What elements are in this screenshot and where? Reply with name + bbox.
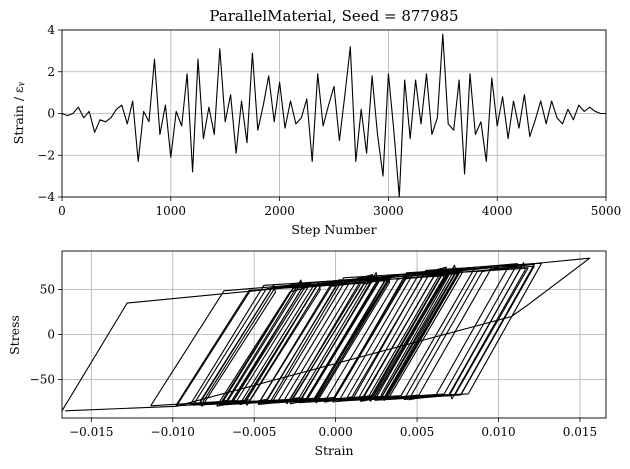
strain-history-xtick-label: 3000 — [373, 204, 404, 218]
hysteresis-panel: −0.015 −0.010 −0.005 0.000 0.005 0.010 0.015 −5… — [7, 250, 607, 458]
y-axis-label-stress: Stress — [7, 315, 22, 355]
hysteresis-loop — [352, 262, 543, 400]
hysteresis-ytick-label: 50 — [40, 283, 55, 297]
hysteresis-loop — [302, 272, 379, 403]
strain-history-series — [61, 33, 606, 198]
hysteresis-xtick-label: 0.010 — [481, 425, 515, 439]
strain-history-panel: 0 1000 2000 3000 4000 5000 −4 −2 0 2 4 ParallelMat… — [11, 7, 621, 237]
strain-history-xtick-label: 4000 — [482, 204, 513, 218]
hysteresis-loop — [449, 262, 526, 400]
hysteresis-xtick-label: 0.000 — [318, 425, 352, 439]
hysteresis-ticks: −0.015 −0.010 −0.005 0.000 0.005 0.010 0.015 −5… — [30, 283, 597, 439]
strain-history-ytick-label: 4 — [47, 23, 55, 37]
hysteresis-xtick-label: 0.015 — [563, 425, 597, 439]
strain-history-ytick-label: −2 — [37, 148, 55, 162]
strain-history-ticks: 0 1000 2000 3000 4000 5000 −4 −2 0 2 4 — [37, 23, 621, 218]
y-axis-label-strain-ratio: Strain / εᵧ — [11, 82, 26, 145]
x-axis-label-step: Step Number — [291, 222, 376, 237]
strain-history-ytick-label: 2 — [47, 65, 55, 79]
hysteresis-xtick-label: −0.005 — [232, 425, 276, 439]
hysteresis-envelope-series — [61, 257, 591, 412]
hysteresis-grid — [62, 251, 606, 418]
hysteresis-loop — [380, 264, 457, 401]
strain-history-ytick-label: −4 — [37, 190, 55, 204]
x-axis-label-strain: Strain — [314, 443, 353, 458]
hysteresis-xtick-label: −0.015 — [69, 425, 113, 439]
strain-history-xtick-label: 0 — [58, 204, 66, 218]
chart-title: ParallelMaterial, Seed = 877985 — [209, 7, 458, 25]
hysteresis-loop-lines — [150, 262, 543, 407]
hysteresis-xtick-label: −0.010 — [151, 425, 195, 439]
strain-history-xtick-label: 5000 — [591, 204, 622, 218]
hysteresis-xtick-label: 0.005 — [400, 425, 434, 439]
strain-history-ytick-label: 0 — [47, 107, 55, 121]
hysteresis-ytick-label: −50 — [30, 372, 55, 386]
hysteresis-ytick-label: 0 — [47, 328, 55, 342]
hysteresis-loop — [381, 267, 458, 401]
strain-history-xtick-label: 1000 — [156, 204, 187, 218]
strain-history-xtick-label: 2000 — [264, 204, 295, 218]
